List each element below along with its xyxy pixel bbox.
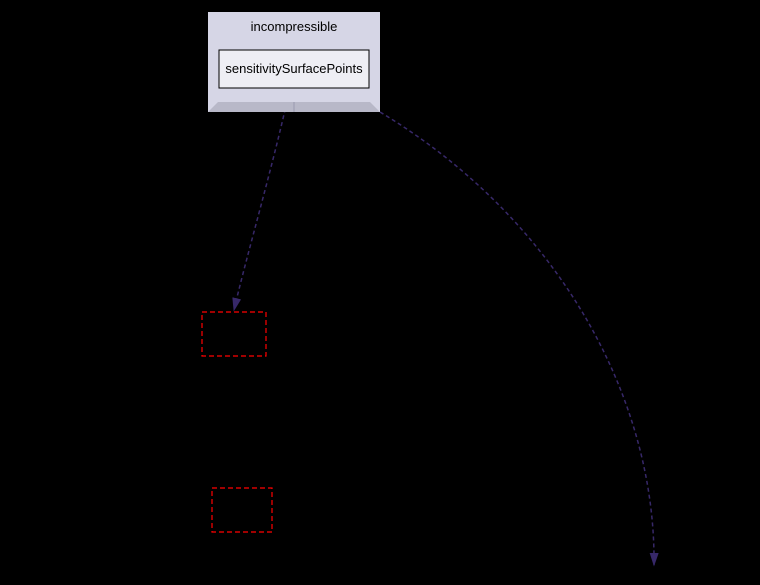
package-title: incompressible [251, 19, 338, 34]
dependency-edge [380, 112, 654, 565]
module-link[interactable]: sensitivitySurfacePoints [219, 50, 369, 88]
module-label: sensitivitySurfacePoints [225, 61, 363, 76]
dependency-node [212, 488, 272, 532]
dependency-node [202, 312, 266, 356]
dependency-edge [234, 88, 290, 310]
dependency-node-link[interactable] [212, 488, 272, 532]
dependency-diagram: incompressible sensitivitySurfacePoints [0, 0, 760, 585]
package-box-incompressible: incompressible sensitivitySurfacePoints [208, 12, 380, 112]
dependency-node-link[interactable] [202, 312, 266, 356]
